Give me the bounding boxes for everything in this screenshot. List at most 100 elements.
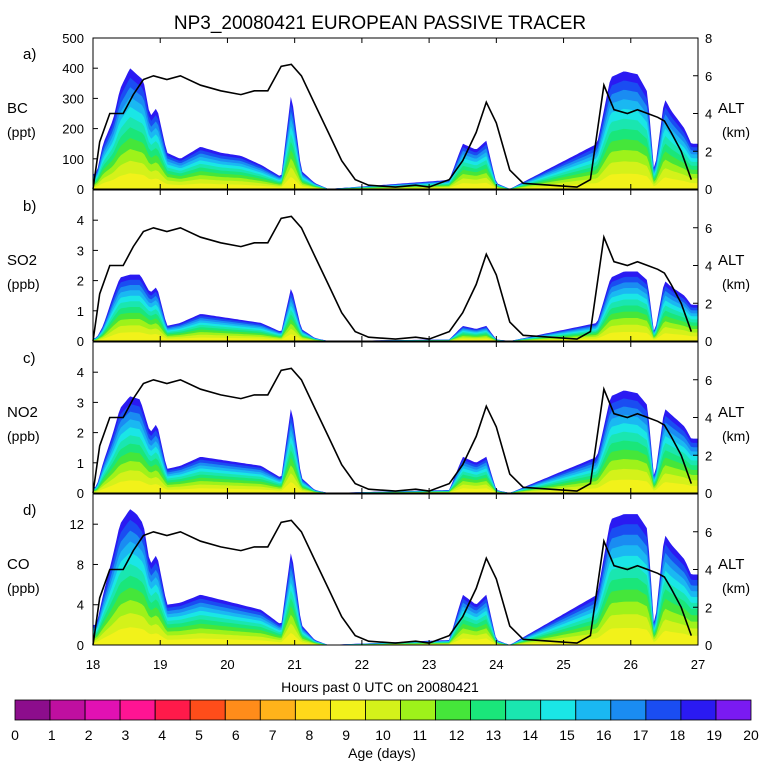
colorbar-tick-label: 20 [743, 727, 759, 743]
alt-axis-unit: (km) [722, 428, 750, 444]
colorbar-tick-label: 4 [158, 727, 166, 743]
alt-tick-label: 4 [705, 411, 712, 426]
altitude-line [92, 519, 693, 646]
species-label: NO2 [7, 404, 38, 421]
alt-tick-label: 6 [705, 69, 712, 84]
y-tick-label: 300 [62, 91, 84, 106]
age-band-15 [93, 106, 698, 189]
y-tick-label: 100 [62, 152, 84, 167]
age-band-13 [93, 305, 698, 341]
colorbar-swatch [645, 699, 682, 721]
age-band-10 [93, 468, 698, 493]
age-band-12 [93, 449, 698, 493]
y-tick-label: 0 [77, 638, 84, 653]
age-band-10 [93, 324, 698, 341]
alt-tick-label: 0 [705, 638, 712, 653]
y-tick-label: 4 [77, 598, 84, 613]
age-band-11 [93, 318, 698, 341]
colorbar-swatch [189, 699, 226, 721]
age-band-9 [93, 173, 698, 189]
panel-letter: d) [23, 502, 36, 519]
species-label: BC [7, 100, 28, 117]
y-tick-label: 2 [77, 274, 84, 289]
colorbar-tick-label: 17 [633, 727, 649, 743]
age-band-14 [93, 117, 698, 189]
colorbar-tick-label: 7 [269, 727, 277, 743]
panels-group: 010020030040050002468a)BC(ppt)ALT(km)012… [7, 31, 750, 653]
colorbar-tick-label: 2 [85, 727, 93, 743]
alt-tick-label: 0 [705, 182, 712, 197]
y-tick-label: 3 [77, 243, 84, 258]
colorbar-tick-label: 10 [375, 727, 391, 743]
x-tick-label: 23 [422, 657, 436, 672]
colorbar-tick-label: 13 [486, 727, 502, 743]
x-tick-label: 24 [489, 657, 503, 672]
y-tick-label: 8 [77, 557, 84, 572]
species-unit: (ppb) [7, 428, 40, 444]
colorbar: 0 1 2 3 4 5 6 7 8 9 10 11 12 13 14 15 16 17 18 19 20 [11, 699, 759, 743]
colorbar-tick-label: 9 [342, 727, 350, 743]
y-tick-label: 200 [62, 122, 84, 137]
y-tick-label: 0 [77, 486, 84, 501]
age-band-12 [93, 311, 698, 341]
species-label: CO [7, 556, 30, 573]
alt-tick-label: 2 [705, 144, 712, 159]
age-band-14 [93, 431, 698, 493]
colorbar-tick-label: 1 [48, 727, 56, 743]
y-tick-label: 4 [77, 213, 84, 228]
x-tick-label: 20 [220, 657, 234, 672]
alt-axis-label: ALT [718, 404, 744, 421]
altitude-line [92, 367, 693, 494]
colorbar-swatch [14, 699, 51, 721]
alt-tick-label: 6 [705, 373, 712, 388]
alt-tick-label: 4 [705, 107, 712, 122]
colorbar-swatch [400, 699, 436, 721]
age-band-9 [93, 332, 698, 341]
x-tick-label: 25 [556, 657, 570, 672]
colorbar-tick-label: 8 [306, 727, 314, 743]
alt-axis-label: ALT [718, 556, 744, 573]
age-band-12 [93, 138, 698, 189]
age-band-13 [93, 127, 698, 189]
alt-tick-label: 2 [705, 448, 712, 463]
colorbar-tick-label: 6 [232, 727, 240, 743]
age-band-12 [93, 587, 698, 645]
y-tick-label: 1 [77, 304, 84, 319]
colorbar-swatch [224, 699, 261, 721]
alt-axis-label: ALT [718, 100, 744, 117]
species-label: SO2 [7, 252, 37, 269]
panel-letter: a) [23, 46, 36, 63]
altitude-line [92, 63, 693, 190]
chart-title: NP3_20080421 EUROPEAN PASSIVE TRACER [174, 13, 586, 34]
y-tick-label: 3 [77, 395, 84, 410]
x-tick-label: 27 [691, 657, 705, 672]
alt-tick-label: 4 [705, 259, 712, 274]
colorbar-tick-label: 14 [522, 727, 538, 743]
colorbar-swatch [540, 699, 577, 721]
y-tick-label: 12 [70, 517, 84, 532]
y-tick-label: 500 [62, 31, 84, 46]
colorbar-tick-label: 0 [11, 727, 19, 743]
alt-tick-label: 0 [705, 486, 712, 501]
colorbar-tick-label: 3 [122, 727, 130, 743]
age-band-13 [93, 575, 698, 645]
alt-tick-label: 2 [705, 600, 712, 615]
age-band-11 [93, 149, 698, 189]
colorbar-swatch [119, 699, 156, 721]
panel-letter: c) [23, 350, 36, 367]
colorbar-tick-label: 19 [706, 727, 722, 743]
colorbar-swatch [365, 699, 401, 721]
colorbar-swatch [575, 699, 612, 721]
age-band-18 [93, 77, 698, 189]
colorbar-tick-label: 12 [449, 727, 465, 743]
panel-letter: b) [23, 198, 36, 215]
y-tick-label: 4 [77, 365, 84, 380]
species-unit: (ppb) [7, 276, 40, 292]
y-tick-label: 0 [77, 182, 84, 197]
alt-tick-label: 4 [705, 563, 712, 578]
colorbar-swatch [84, 699, 121, 721]
colorbar-tick-label: 16 [596, 727, 612, 743]
alt-tick-label: 6 [705, 221, 712, 236]
colorbar-swatch [294, 699, 331, 721]
age-band-11 [93, 600, 698, 645]
